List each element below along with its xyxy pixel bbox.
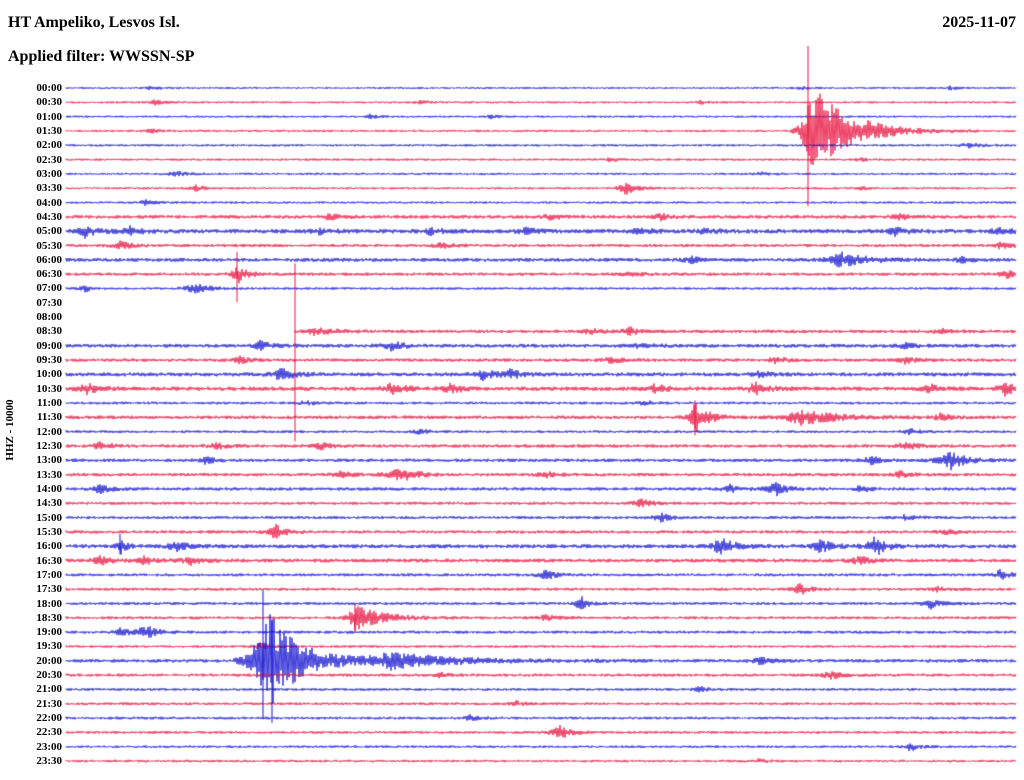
helicorder-canvas [0, 0, 1024, 780]
helicorder-page: HT Ampeliko, Lesvos Isl. 2025-11-07 Appl… [0, 0, 1024, 780]
